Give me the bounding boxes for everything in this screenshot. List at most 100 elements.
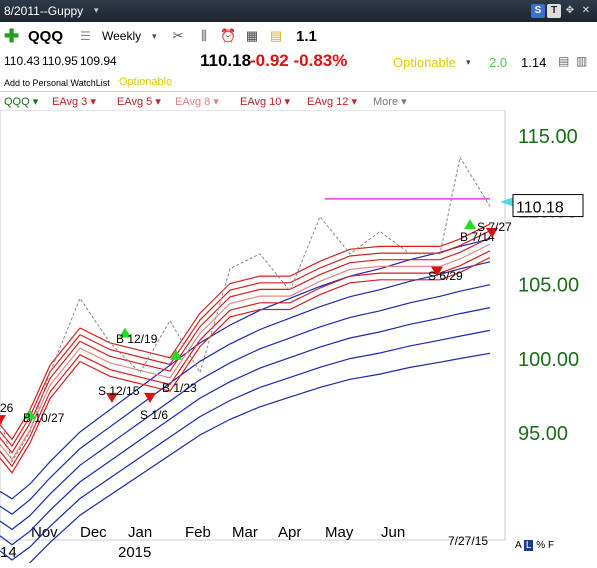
signal-label: S 12/15 — [98, 384, 140, 398]
legend-eavg3-label: EAvg 3 — [52, 96, 88, 108]
sell-signal-arrow — [106, 392, 118, 403]
signal-label: B 1/23 — [162, 381, 197, 395]
t-menu-icon[interactable]: T — [547, 4, 561, 18]
s-menu-icon[interactable]: S — [531, 4, 545, 18]
plot-area — [0, 109, 506, 541]
chevron-down-icon[interactable]: ▾ — [94, 5, 99, 15]
ratio-value: 1.1 — [296, 28, 317, 45]
signal-label: B 7/14 — [460, 230, 495, 244]
close-icon[interactable]: ✕ — [581, 5, 591, 16]
short-ema-line — [0, 243, 491, 461]
legend-more-label: More — [373, 96, 399, 108]
rating-value: 2.0 — [489, 55, 508, 70]
window-titlebar: 8/2011--Guppy ▾ S T ✥ ✕ — [0, 0, 597, 22]
legend-eavg8-label: EAvg 8 — [175, 96, 211, 108]
short-ema-line — [0, 250, 491, 468]
footer-f[interactable]: F — [547, 540, 555, 551]
chart-svg: 115.00110.00105.00100.0095.00NovDecJanFe… — [0, 109, 584, 568]
legend-eavg5[interactable]: EAvg 5 ▾ — [117, 96, 161, 108]
y-tick-label: 115.00 — [518, 126, 578, 148]
legend-eavg10-label: EAvg 10 — [240, 96, 282, 108]
note-icon[interactable]: ▤ — [269, 28, 283, 43]
legend-eavg12[interactable]: EAvg 12 ▾ — [307, 96, 357, 108]
period-select[interactable]: Weekly — [102, 29, 142, 43]
signal-label: S 6/29 — [428, 269, 463, 283]
low-value: 109.94 — [80, 54, 117, 68]
legend-eavg5-label: EAvg 5 — [117, 96, 153, 108]
short-ema-line — [0, 223, 491, 441]
x-tick-label: Jan — [128, 524, 152, 541]
x-tick-label: Apr — [278, 524, 301, 541]
window-title[interactable]: 8/2011--Guppy — [4, 4, 84, 18]
sell-signal-arrow — [144, 392, 156, 403]
chart-bars-icon[interactable]: ⫼ — [201, 28, 207, 43]
last-price: 110.18 — [200, 51, 252, 70]
y-tick-label: 105.00 — [518, 275, 579, 297]
sell-signal-arrow — [486, 228, 498, 239]
last-price-box — [512, 194, 584, 218]
alarm-clock-icon[interactable]: ⏰ — [220, 28, 237, 43]
x-tick-label: Dec — [80, 524, 107, 541]
year-label: 2015 — [118, 544, 151, 561]
beta-value: 1.14 — [521, 55, 547, 70]
buy-signal-arrow — [24, 409, 36, 420]
last-price-arrow — [500, 197, 513, 207]
sell-signal-arrow — [431, 266, 443, 277]
tools-icon[interactable]: ✂ — [172, 28, 184, 43]
short-ema-line — [0, 236, 491, 454]
sell-signal-arrow — [0, 415, 6, 426]
buy-signal-arrow — [170, 349, 182, 360]
indicator-legend: QQQ ▾ EAvg 3 ▾ EAvg 5 ▾ EAvg 8 ▾ EAvg 10… — [0, 92, 597, 110]
buy-signal-arrow — [119, 327, 131, 338]
long-ema-line — [0, 307, 491, 546]
long-ema-line — [0, 352, 491, 568]
chevron-down-icon[interactable]: ▾ — [152, 31, 157, 41]
optionable-text: Optionable — [119, 76, 173, 88]
y-tick-label: 95.00 — [518, 423, 568, 445]
change-value: -0.92 — [250, 51, 289, 70]
year-label: 14 — [0, 544, 17, 561]
legend-more[interactable]: More ▾ — [373, 96, 407, 108]
symbol-row: ✚ QQQ ☰ Weekly ▾ ✂ ⫼ ⏰ ▦ ▤ 1.1 — [0, 24, 597, 48]
signal-label: S 1/6 — [140, 408, 168, 422]
scroll-icon[interactable]: ▥ — [576, 54, 588, 68]
footer-a[interactable]: A — [515, 540, 522, 551]
add-to-watchlist-link[interactable]: Add to Personal WatchList — [4, 78, 110, 88]
legend-eavg12-label: EAvg 12 — [307, 96, 349, 108]
open-value: 110.43 — [4, 54, 40, 68]
long-ema-line — [0, 284, 491, 531]
last-price-label: 110.18 — [516, 200, 564, 217]
legend-eavg3[interactable]: EAvg 3 ▾ — [52, 96, 96, 108]
short-ema-line — [0, 230, 491, 448]
legend-qqq[interactable]: QQQ ▾ — [4, 96, 39, 108]
buy-signal-arrow — [464, 219, 476, 230]
date-label: 7/27/15 — [448, 534, 488, 548]
add-icon[interactable]: ✚ — [4, 26, 20, 46]
symbol-field[interactable]: QQQ — [28, 28, 64, 45]
x-tick-label: Feb — [185, 524, 211, 541]
quote-row: 110.43 110.95 109.94 109.94 110.18 -0.92… — [0, 50, 597, 72]
calculator-icon[interactable]: ▦ — [245, 28, 259, 43]
long-ema-line — [0, 261, 491, 515]
signal-label: 26 — [0, 401, 14, 415]
database-icon[interactable]: ▤ — [558, 54, 570, 68]
long-ema-line — [0, 329, 491, 561]
quote-panel: ✚ QQQ ☰ Weekly ▾ ✂ ⫼ ⏰ ▦ ▤ 1.1 110.43 11… — [0, 22, 597, 92]
legend-eavg8[interactable]: EAvg 8 ▾ — [175, 96, 219, 108]
price-chart[interactable]: 115.00110.00105.00100.0095.00NovDecJanFe… — [0, 109, 597, 568]
optionable-label[interactable]: Optionable — [393, 55, 456, 70]
signal-label: B 12/19 — [116, 332, 158, 346]
chart-footer: A L % F — [515, 540, 554, 551]
signal-label: B 10/27 — [23, 411, 65, 425]
footer-l[interactable]: L — [523, 540, 534, 551]
price-change: -0.92 -0.83% — [250, 51, 347, 71]
y-tick-label: 100.00 — [518, 349, 579, 371]
price-line — [0, 155, 491, 463]
move-icon[interactable]: ✥ — [565, 5, 575, 16]
x-tick-label: Mar — [232, 524, 258, 541]
legend-eavg10[interactable]: EAvg 10 ▾ — [240, 96, 290, 108]
chevron-down-icon[interactable]: ▾ — [466, 57, 471, 67]
list-icon[interactable]: ☰ — [80, 29, 91, 43]
footer-pct[interactable]: % — [536, 540, 546, 551]
signal-label: S 7/27 — [477, 220, 512, 234]
